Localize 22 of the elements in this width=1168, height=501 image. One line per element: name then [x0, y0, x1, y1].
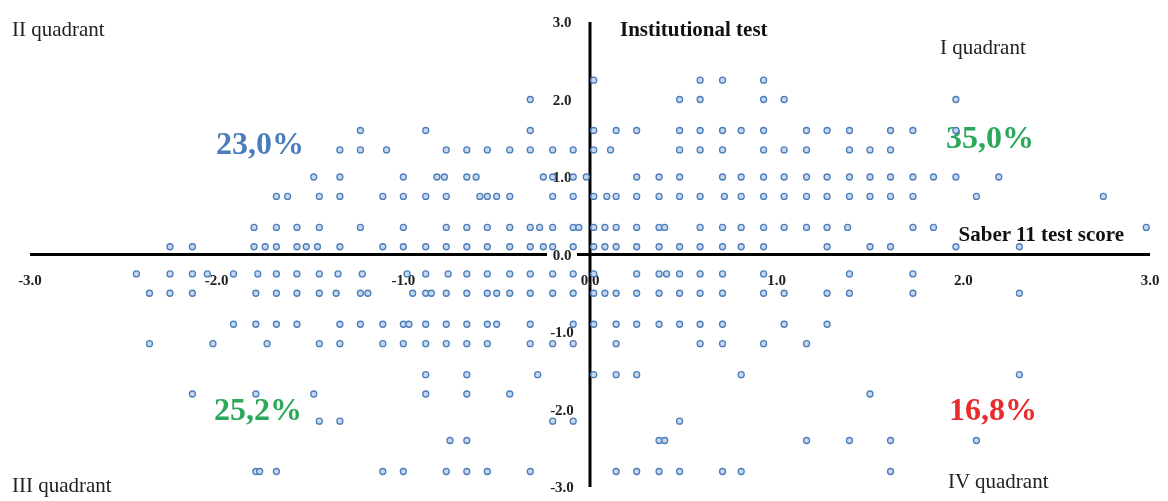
- x-tick-label: -1.0: [391, 271, 416, 288]
- y-tick-label: 0.0: [552, 246, 572, 263]
- x-tick-label: -3.0: [18, 271, 42, 288]
- annotation: I quadrant: [940, 35, 1026, 59]
- annotation: III quadrant: [12, 473, 112, 497]
- annotation: 25,2%: [214, 391, 302, 427]
- y-tick-label: 3.0: [552, 14, 572, 30]
- annotation: IV quadrant: [948, 469, 1049, 493]
- x-axis-title: Saber 11 test score: [958, 221, 1124, 246]
- y-tick-label: -2.0: [550, 401, 574, 418]
- annotation: 23,0%: [216, 125, 304, 161]
- x-tick-label: 3.0: [1140, 271, 1160, 288]
- y-axis-title: Institutional test: [620, 17, 768, 41]
- x-tick-label: -2.0: [204, 271, 229, 288]
- x-tick-label: 2.0: [953, 271, 973, 288]
- annotation: 16,8%: [949, 391, 1037, 427]
- annotation: II quadrant: [12, 17, 105, 41]
- y-tick-label: 2.0: [552, 91, 572, 108]
- annotation: 35,0%: [946, 119, 1034, 155]
- x-tick-label: 1.0: [767, 271, 787, 288]
- y-tick-label: -1.0: [550, 324, 574, 340]
- y-tick-label: -3.0: [550, 479, 574, 495]
